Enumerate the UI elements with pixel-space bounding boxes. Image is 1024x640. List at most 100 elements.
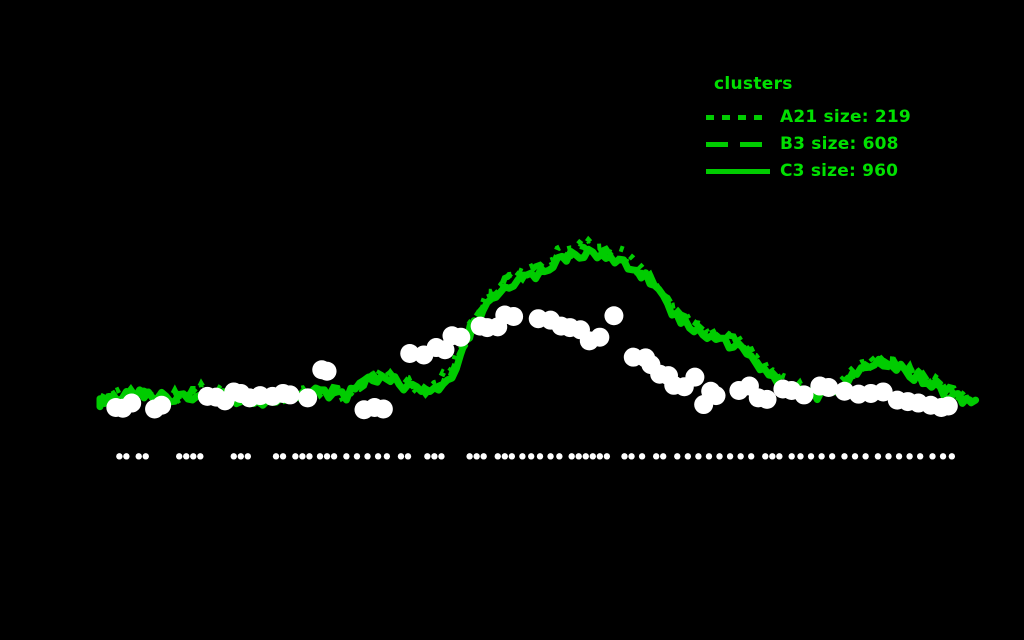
legend-item-c3[interactable]: C3 size: 960: [706, 157, 946, 184]
rug-mark: [695, 453, 702, 460]
scatter-point: [604, 306, 624, 326]
legend-item-b3[interactable]: B3 size: 608: [706, 130, 946, 157]
scatter-point: [298, 388, 318, 408]
rug-mark: [603, 453, 611, 460]
rug-mark: [818, 453, 825, 460]
rug-mark: [466, 453, 473, 460]
scatter-point: [122, 393, 142, 413]
rug-mark: [135, 453, 142, 460]
rug-mark: [230, 453, 237, 460]
rug-mark: [190, 453, 197, 460]
rug-mark: [628, 453, 635, 460]
rug-mark: [929, 453, 936, 460]
rug-mark: [536, 453, 544, 460]
rug-mark: [851, 453, 859, 460]
rug-mark: [323, 453, 331, 460]
rug-mark: [383, 453, 391, 460]
rug-mark: [652, 453, 660, 460]
rug-mark: [272, 453, 280, 460]
rug-mark: [299, 453, 306, 460]
rug-mark: [589, 453, 596, 460]
rug-mark: [621, 453, 628, 460]
rug-mark: [279, 453, 287, 460]
rug-mark: [244, 453, 252, 460]
rug-mark: [939, 453, 947, 460]
rug-mark: [776, 453, 783, 460]
rug-mark: [674, 453, 681, 460]
rug-mark: [862, 453, 869, 460]
scatter-point: [873, 382, 893, 402]
rug-mark: [142, 453, 149, 460]
rug-mark: [528, 453, 535, 460]
rug-mark: [841, 453, 848, 460]
legend-title: clusters: [714, 74, 793, 94]
scatter-point: [834, 381, 854, 401]
legend-item-label: A21 size: 219: [780, 106, 911, 127]
scatter-point: [706, 386, 726, 406]
rug-mark: [306, 453, 313, 460]
scatter-point: [280, 385, 300, 405]
rug-mark: [501, 453, 508, 460]
rug-mark: [797, 453, 804, 460]
rug-mark: [807, 453, 815, 460]
legend-item-label: C3 size: 960: [780, 160, 899, 181]
rug-mark: [769, 453, 776, 460]
rug-mark: [494, 453, 501, 460]
rug-mark: [176, 453, 183, 460]
scatter-point: [451, 327, 471, 347]
rug-mark: [638, 453, 646, 460]
legend: clusters A21 size: 219 B3 size: 608 C3 s…: [706, 76, 946, 184]
rug-mark: [874, 453, 882, 460]
rug-mark: [748, 453, 755, 460]
rug-mark: [424, 453, 431, 460]
scatter-point: [373, 399, 393, 419]
rug-mark: [116, 453, 123, 460]
rug-mark: [762, 453, 769, 460]
rug-mark: [197, 453, 204, 460]
rug-mark: [364, 453, 371, 460]
rug-mark: [547, 453, 554, 460]
scatter-point: [504, 306, 524, 326]
rug-mark: [684, 453, 692, 460]
rug-mark: [828, 453, 836, 460]
scatter-point: [400, 343, 420, 363]
dashed-line-key: [706, 137, 770, 151]
rug-mark: [575, 453, 582, 460]
rug-mark: [596, 453, 604, 460]
legend-item-label: B3 size: 608: [780, 133, 899, 154]
rug-mark: [582, 453, 589, 460]
rug-mark: [737, 453, 744, 460]
rug-mark: [788, 453, 795, 460]
rug-mark: [480, 453, 487, 460]
scatter-point: [819, 378, 839, 398]
scatter-point: [794, 385, 814, 405]
scatter-point: [152, 395, 172, 415]
rug-mark: [916, 453, 924, 460]
rug-mark: [404, 453, 412, 460]
scatter-point: [590, 327, 610, 347]
legend-item-a21[interactable]: A21 size: 219: [706, 103, 946, 130]
scatter-point: [317, 361, 337, 381]
scatter-point: [757, 389, 777, 409]
rug-mark: [473, 453, 480, 460]
rug-mark: [660, 453, 667, 460]
rug-mark: [292, 453, 299, 460]
rug-mark: [519, 453, 526, 460]
rug-mark: [237, 453, 244, 460]
rug-mark: [556, 453, 563, 460]
rug-mark: [123, 453, 130, 460]
rug-mark: [438, 453, 445, 460]
rug-mark: [343, 453, 350, 460]
rug-mark: [726, 453, 734, 460]
rug-mark: [568, 453, 575, 460]
rug-mark: [353, 453, 361, 460]
dotted-line-key: [706, 110, 770, 124]
rug-mark: [906, 453, 913, 460]
rug-mark: [705, 453, 713, 460]
rug-mark: [885, 453, 892, 460]
rug-mark: [948, 453, 956, 460]
scatter-markers: [106, 305, 958, 420]
rug-mark: [397, 453, 405, 460]
scatter-point: [685, 367, 705, 387]
